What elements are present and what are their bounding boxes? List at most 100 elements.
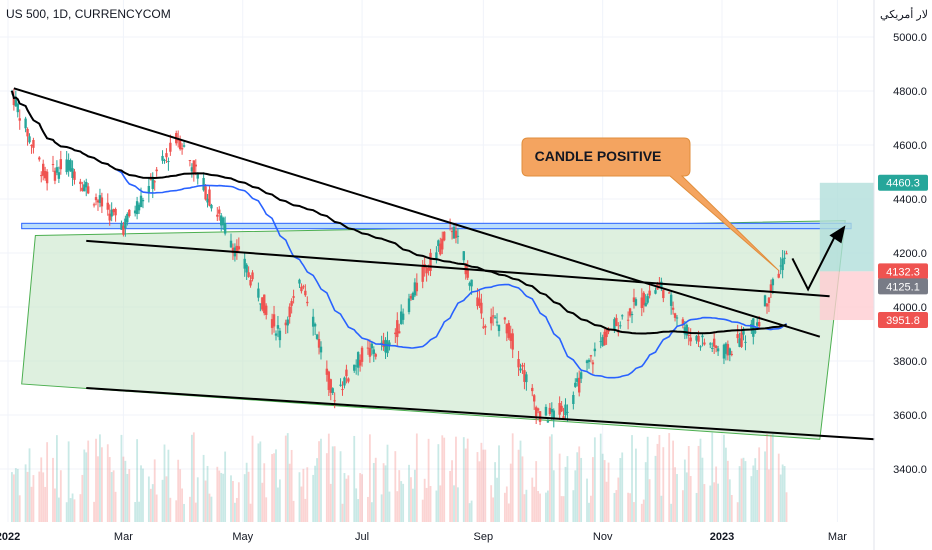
candle-body: [343, 377, 346, 386]
candle-body: [18, 118, 21, 121]
candle-body: [366, 347, 370, 349]
volume-bar: [151, 484, 154, 522]
volume-bar: [478, 461, 481, 522]
candle-body: [621, 315, 624, 317]
candle-body: [196, 172, 199, 179]
volume-bar: [423, 478, 426, 522]
volume-bar: [668, 433, 671, 522]
volume-bar: [42, 472, 45, 522]
candle-body: [701, 335, 704, 338]
price-tag: [878, 263, 928, 280]
volume-bar: [713, 482, 716, 522]
callout[interactable]: CANDLE POSITIVE: [521, 137, 780, 271]
trendline[interactable]: [13, 87, 821, 338]
volume-bar: [533, 486, 536, 522]
volume-bar: [601, 453, 604, 522]
candle-body: [94, 197, 98, 201]
callout-bubble[interactable]: [521, 137, 780, 271]
candle-body: [722, 344, 726, 359]
candle-body: [558, 402, 561, 415]
candle-body: [454, 230, 458, 238]
candle-body: [229, 240, 233, 248]
volume-bar: [674, 467, 676, 522]
candle-body: [263, 294, 266, 314]
volume-bar: [413, 469, 416, 522]
candle-body: [401, 313, 405, 320]
candle-body: [257, 288, 260, 298]
trendline[interactable]: [86, 387, 875, 441]
volume-bar: [327, 433, 330, 522]
volume-bar: [179, 469, 182, 522]
candle-body: [470, 279, 473, 287]
candle-body: [533, 395, 536, 402]
candle-body: [141, 200, 145, 202]
volume-bar: [345, 478, 348, 522]
candle-body: [536, 408, 540, 411]
volume-bar: [517, 449, 520, 522]
volume-bar: [155, 494, 158, 522]
time-tick-label: Mar: [114, 531, 133, 543]
candle-body: [763, 295, 767, 307]
volume-bar: [617, 477, 620, 522]
volume-bar: [353, 435, 356, 522]
candle-body: [347, 378, 350, 382]
candle-body: [660, 281, 663, 288]
candle-body: [437, 240, 440, 246]
volume-bar: [374, 457, 377, 522]
volume-bar: [723, 434, 725, 522]
candle-body: [147, 185, 151, 194]
candle-body: [509, 333, 512, 341]
candle-body: [593, 348, 597, 352]
candle-body: [644, 302, 647, 307]
volume-bar: [768, 469, 770, 522]
price-axis[interactable]: 3400.0 3600.0 3800.0 4000.0 4200.0 4400.0 4600…: [893, 32, 927, 476]
candle-body: [43, 171, 47, 179]
volume-bar: [59, 470, 62, 522]
candle-body: [489, 316, 493, 324]
candle-body: [30, 145, 33, 147]
candle-body: [87, 186, 90, 194]
time-axis[interactable]: 2022 Mar May Jul Sep Nov 2023 Mar: [0, 531, 847, 543]
volume-bar: [412, 488, 414, 522]
volume-bar: [619, 458, 622, 522]
volume-bar: [247, 471, 250, 522]
candle-body: [194, 164, 197, 167]
candle-body: [671, 307, 675, 310]
candle-body: [374, 354, 377, 357]
volume-bar: [249, 503, 252, 522]
volume-bar: [662, 447, 665, 522]
volume-bar: [717, 483, 719, 522]
candle-body: [353, 364, 356, 371]
candle-body: [96, 200, 100, 203]
trendlines[interactable]: [13, 87, 875, 441]
volume-bar: [292, 500, 295, 522]
candle-body: [480, 302, 483, 314]
candle-body: [482, 326, 485, 328]
volume-bar: [368, 434, 371, 522]
volume-bar: [421, 499, 424, 522]
volume-bar: [631, 435, 633, 522]
volume-bar: [480, 442, 483, 522]
volume-bar: [468, 503, 471, 522]
volume-bar: [539, 493, 541, 522]
candle-body: [468, 282, 471, 286]
candle-body: [548, 407, 552, 415]
candle-body: [413, 282, 417, 296]
candle-body: [345, 369, 348, 377]
candle-body: [382, 340, 385, 348]
volume-bar: [464, 448, 467, 522]
candle-body: [566, 411, 569, 413]
candle-body: [26, 128, 29, 137]
chart-title: US 500, 1D, CURRENCYCOM: [6, 7, 171, 21]
candle-body: [315, 334, 319, 339]
candle-body: [599, 341, 602, 343]
volume-bar: [711, 432, 714, 522]
trendline[interactable]: [86, 239, 830, 298]
volume-bar: [752, 465, 755, 522]
candle-body: [319, 346, 323, 353]
candle-body: [59, 159, 63, 170]
candle-body: [265, 305, 268, 315]
candle-body: [736, 334, 739, 339]
volume-bar: [443, 437, 446, 522]
